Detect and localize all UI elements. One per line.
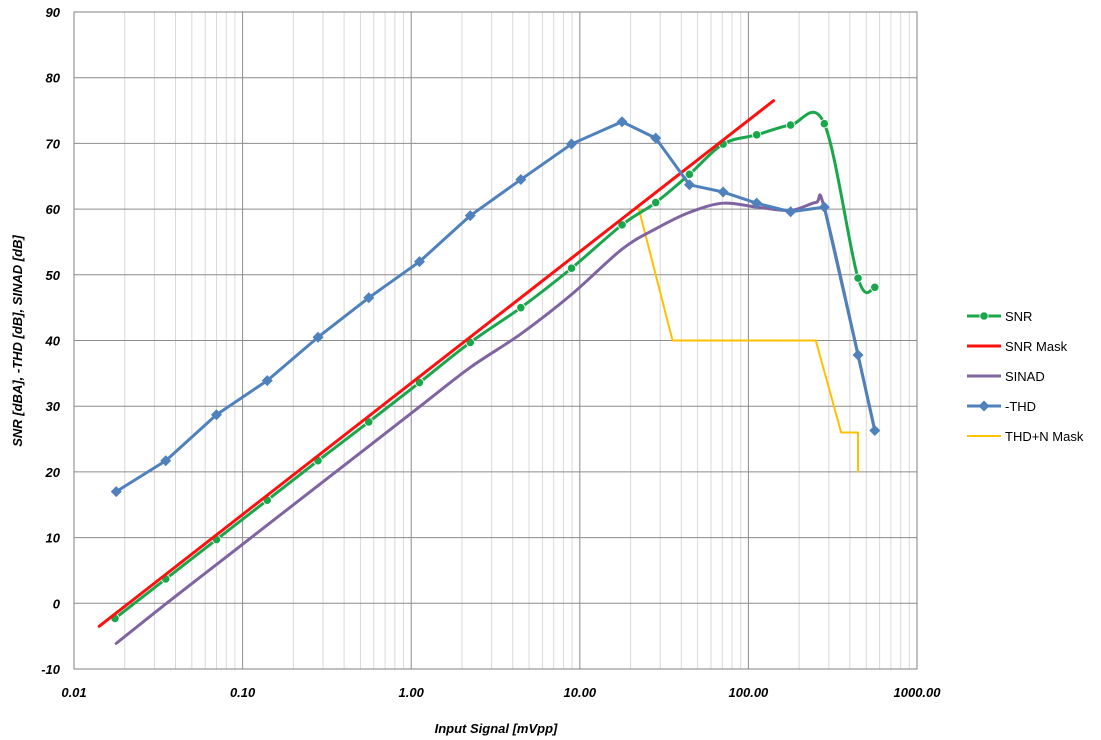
y-axis-title: SNR [dBA], -THD [dB], SINAD [dB] (10, 235, 25, 447)
data-point-thd (464, 210, 476, 222)
plot-area (73, 11, 918, 670)
series-sinad (114, 193, 877, 645)
series-line-snr-mask (97, 99, 776, 628)
legend-label-snr-mask: SNR Mask (1005, 339, 1068, 354)
y-tick-label: 40 (45, 334, 61, 349)
data-point-thd (683, 179, 695, 191)
legend: SNR SNR Mask SINAD -THD THD+N Mask (967, 309, 1084, 444)
y-tick-label: 0 (53, 596, 61, 611)
y-tick-label: -10 (41, 662, 61, 677)
y-tick-label: 60 (46, 202, 61, 217)
data-point-snr (786, 120, 796, 130)
x-tick-label: 100.00 (729, 685, 770, 700)
data-point-thd (312, 331, 324, 343)
data-point-thd (363, 292, 375, 304)
data-point-thd (566, 138, 578, 150)
legend-item-thd-plus-n-mask: THD+N Mask (967, 429, 1084, 444)
y-tick-label: 30 (46, 399, 61, 414)
y-tick-label: 70 (46, 136, 61, 151)
data-point-snr (651, 197, 661, 208)
legend-item-snr-mask: SNR Mask (967, 339, 1068, 354)
legend-label-thd: -THD (1005, 399, 1036, 414)
x-tick-label: 1000.00 (894, 685, 942, 700)
data-point-thd (210, 409, 222, 421)
data-point-thd (785, 206, 797, 218)
data-point-thd (650, 132, 662, 144)
legend-label-sinad: SINAD (1005, 369, 1045, 384)
data-point-snr (870, 282, 880, 292)
data-point-snr (752, 130, 762, 140)
legend-marker-thd (978, 400, 990, 412)
data-point-snr (516, 303, 526, 313)
data-point-snr (853, 273, 863, 283)
series-snr (110, 110, 880, 624)
legend-label-thd-plus-n-mask: THD+N Mask (1005, 429, 1084, 444)
x-tick-labels: 0.01 0.10 1.00 10.00 100.00 1000.00 (61, 685, 941, 700)
series-line-sinad (114, 193, 877, 645)
legend-item-sinad: SINAD (967, 369, 1045, 384)
data-point-thd (515, 174, 527, 186)
y-tick-label: 50 (46, 268, 61, 283)
legend-item-snr: SNR (967, 309, 1032, 324)
series-line-thd-plus-n-mask (637, 208, 860, 473)
x-tick-label: 0.10 (230, 685, 256, 700)
data-point-snr (566, 263, 577, 273)
data-point-thd (852, 349, 864, 361)
data-point-thd (160, 455, 172, 467)
data-point-thd (110, 486, 122, 498)
data-point-thd (869, 425, 881, 437)
data-point-thd (261, 375, 273, 387)
legend-marker-snr (979, 311, 989, 321)
y-tick-label: 10 (46, 531, 61, 546)
y-tick-labels: -10 0 10 20 30 40 50 60 70 80 90 (41, 5, 61, 677)
y-tick-label: 80 (46, 71, 61, 86)
series-layer (97, 99, 881, 645)
series-thd (110, 116, 881, 498)
y-tick-label: 90 (46, 5, 61, 20)
data-point-thd (717, 186, 729, 198)
series-thd-plus-n-mask (637, 208, 860, 473)
x-tick-label: 0.01 (61, 685, 86, 700)
data-point-thd (751, 197, 763, 209)
x-tick-label: 10.00 (564, 685, 597, 700)
y-tick-label: 20 (45, 465, 61, 480)
data-point-thd (616, 116, 628, 128)
legend-item-thd: -THD (967, 399, 1036, 414)
data-point-thd (818, 201, 830, 213)
series-snr-mask (97, 99, 776, 628)
data-point-snr (684, 169, 695, 179)
data-point-snr (819, 119, 829, 129)
x-axis-title: Input Signal [mVpp] (435, 721, 558, 736)
x-tick-label: 1.00 (399, 685, 425, 700)
legend-label-snr: SNR (1005, 309, 1032, 324)
data-point-thd (413, 256, 425, 268)
